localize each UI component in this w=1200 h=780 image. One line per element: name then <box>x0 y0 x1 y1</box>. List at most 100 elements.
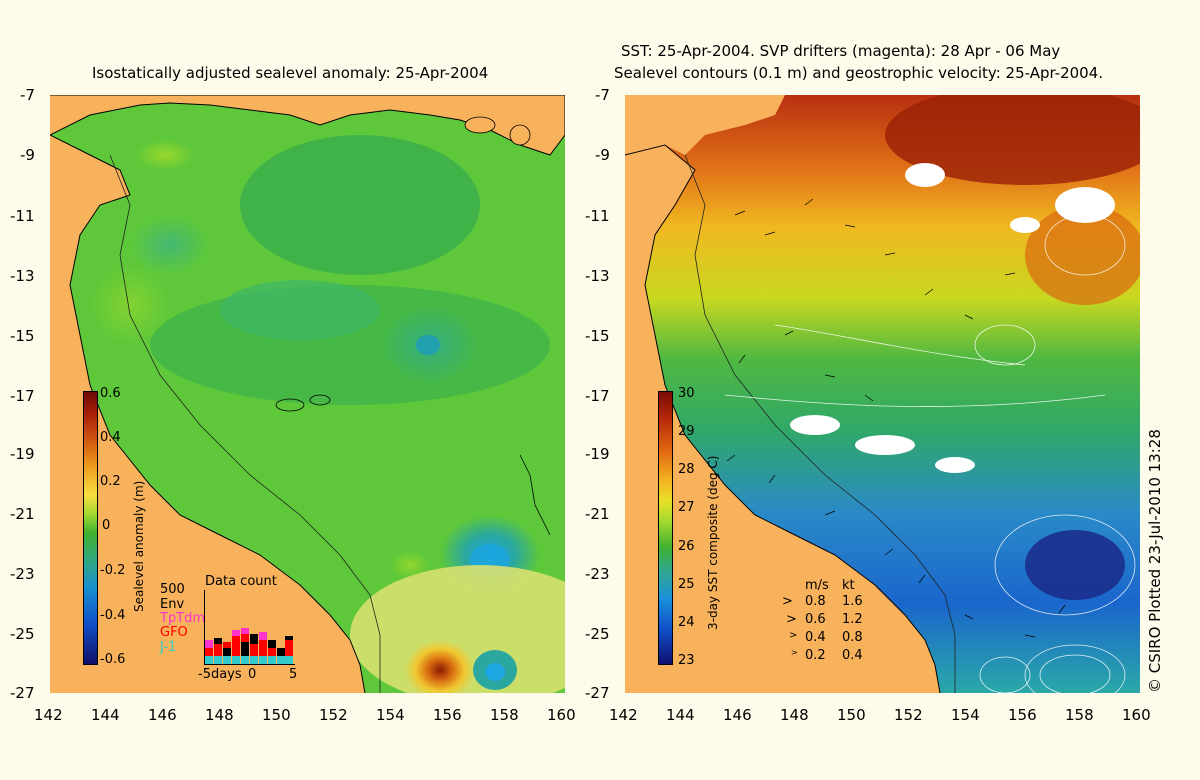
data-count-title: Data count <box>205 574 277 589</box>
lat-tick-label: -19 <box>585 445 610 463</box>
lon-tick-label: 150 <box>837 706 866 724</box>
left-panel-title: Isostatically adjusted sealevel anomaly:… <box>92 64 489 82</box>
data-count-histogram <box>204 590 295 665</box>
land-png <box>625 95 785 155</box>
velocity-legend-header-kt: kt <box>842 578 855 593</box>
colorbar-tick-label: 25 <box>678 577 695 592</box>
lon-tick-label: 158 <box>1065 706 1094 724</box>
lon-tick-label: 148 <box>205 706 234 724</box>
mission-tptdm: TpTdm <box>160 611 206 626</box>
velocity-legend-kt: 1.2 <box>842 612 863 627</box>
lat-tick-label: -9 <box>20 146 35 164</box>
lat-tick-label: -9 <box>595 146 610 164</box>
lat-tick-label: -21 <box>585 505 610 523</box>
sealevel-colorbar <box>83 391 98 665</box>
lon-tick-label: 144 <box>666 706 695 724</box>
geostrophic-velocity-arrows <box>726 198 1066 638</box>
lat-tick-label: -13 <box>10 267 35 285</box>
lon-tick-label: 158 <box>490 706 519 724</box>
velocity-arrow-icon: > <box>782 594 793 609</box>
lon-tick-label: 142 <box>609 706 638 724</box>
lat-tick-label: -15 <box>10 327 35 345</box>
lon-tick-label: 156 <box>433 706 462 724</box>
csiro-credit: © CSIRO Plotted 23-Jul-2010 13:28 <box>1146 429 1164 693</box>
lat-tick-label: -27 <box>585 684 610 702</box>
lon-tick-label: 154 <box>951 706 980 724</box>
mission-j1: J-1 <box>160 640 177 655</box>
lat-tick-label: -11 <box>10 207 35 225</box>
lat-tick-label: -15 <box>585 327 610 345</box>
data-count-bars <box>205 628 293 664</box>
lon-tick-label: 154 <box>376 706 405 724</box>
sealevel-colorbar-label: Sealevel anomaly (m) <box>132 480 146 612</box>
sealevel-contours <box>724 214 1136 693</box>
velocity-legend-ms: 0.6 <box>805 612 826 627</box>
lat-tick-label: -7 <box>20 86 35 104</box>
data-count-axis-end: 5 <box>289 667 298 682</box>
colorbar-tick-label: 23 <box>678 653 695 668</box>
data-count-axis-start: -5days <box>198 667 242 682</box>
velocity-arrow-icon: > <box>789 630 798 641</box>
lat-tick-label: -17 <box>10 387 35 405</box>
lon-tick-label: 160 <box>547 706 576 724</box>
sst-colorbar <box>658 391 673 665</box>
colorbar-tick-label: 27 <box>678 500 695 515</box>
lat-tick-label: -7 <box>595 86 610 104</box>
land-png <box>50 95 565 155</box>
velocity-legend-ms: 0.2 <box>805 648 826 663</box>
velocity-legend-header-ms: m/s <box>805 578 829 593</box>
mission-env: Env <box>160 597 185 612</box>
lat-tick-label: -27 <box>10 684 35 702</box>
sealevel-map-graphic <box>50 95 565 693</box>
lat-tick-label: -17 <box>585 387 610 405</box>
colorbar-tick-label: 0.6 <box>100 386 121 401</box>
lon-tick-label: 148 <box>780 706 809 724</box>
colorbar-tick-label: 26 <box>678 539 695 554</box>
land-queensland <box>625 145 940 693</box>
velocity-arrow-icon: > <box>791 648 798 657</box>
velocity-legend-kt: 0.8 <box>842 630 863 645</box>
colorbar-tick-label: 29 <box>678 424 695 439</box>
colorbar-tick-label: 28 <box>678 462 695 477</box>
colorbar-tick-label: -0.2 <box>100 563 126 578</box>
lat-tick-label: -13 <box>585 267 610 285</box>
colorbar-tick-label: 0.4 <box>100 430 121 445</box>
sst-map-graphic <box>625 95 1140 693</box>
land-queensland <box>50 135 365 693</box>
colorbar-tick-label: -0.6 <box>100 652 126 667</box>
velocity-legend-kt: 1.6 <box>842 594 863 609</box>
velocity-legend-kt: 0.4 <box>842 648 863 663</box>
velocity-legend-ms: 0.4 <box>805 630 826 645</box>
lon-tick-label: 152 <box>894 706 923 724</box>
data-count-scale: 500 <box>160 582 185 597</box>
lon-tick-label: 144 <box>91 706 120 724</box>
lat-tick-label: -25 <box>585 625 610 643</box>
lat-tick-label: -11 <box>585 207 610 225</box>
lon-tick-label: 142 <box>34 706 63 724</box>
lon-tick-label: 150 <box>262 706 291 724</box>
sst-map <box>625 95 1140 693</box>
lon-tick-label: 152 <box>319 706 348 724</box>
lon-tick-label: 160 <box>1122 706 1151 724</box>
colorbar-tick-label: 0.2 <box>100 474 121 489</box>
data-count-axis-mid: 0 <box>248 667 257 682</box>
right-panel-title-line2: Sealevel contours (0.1 m) and geostrophi… <box>614 64 1104 82</box>
sst-colorbar-label: 3-day SST composite (deg C) <box>706 455 720 630</box>
lat-tick-label: -25 <box>10 625 35 643</box>
lon-tick-label: 146 <box>148 706 177 724</box>
velocity-arrow-icon: > <box>786 612 797 627</box>
lon-tick-label: 146 <box>723 706 752 724</box>
lat-tick-label: -23 <box>10 565 35 583</box>
colorbar-tick-label: -0.4 <box>100 608 126 623</box>
colorbar-tick-label: 0 <box>102 518 111 533</box>
lat-tick-label: -23 <box>585 565 610 583</box>
right-panel-title-line1: SST: 25-Apr-2004. SVP drifters (magenta)… <box>621 42 1061 60</box>
mission-gfo: GFO <box>160 625 188 640</box>
colorbar-tick-label: 24 <box>678 615 695 630</box>
colorbar-tick-label: 30 <box>678 386 695 401</box>
sealevel-anomaly-map <box>50 95 565 693</box>
velocity-legend-ms: 0.8 <box>805 594 826 609</box>
lat-tick-label: -19 <box>10 445 35 463</box>
lon-tick-label: 156 <box>1008 706 1037 724</box>
lat-tick-label: -21 <box>10 505 35 523</box>
